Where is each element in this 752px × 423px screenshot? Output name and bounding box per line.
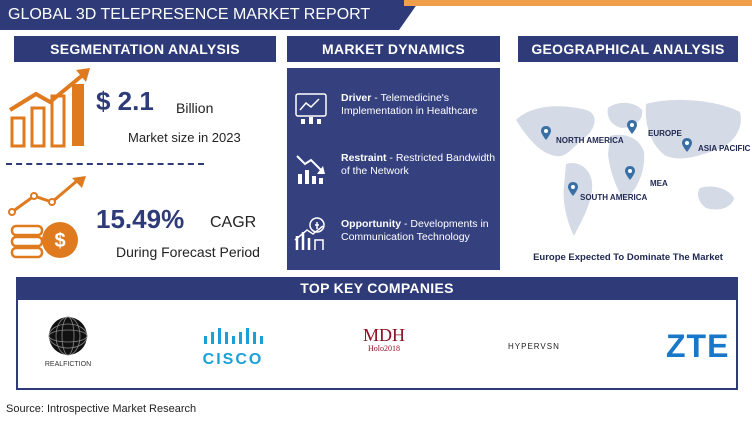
cagr-value: 15.49% — [96, 204, 185, 234]
opportunity-text: - Developments in Communication Technolo… — [341, 218, 489, 243]
cisco-bars-icon — [204, 328, 263, 344]
cagr-label: During Forecast Period — [116, 244, 260, 260]
south-america-pin-icon — [568, 182, 578, 196]
zte-logo: ZTE — [666, 328, 730, 364]
mea-pin-icon — [625, 166, 635, 180]
geography-footer: Europe Expected To Dominate The Market — [533, 252, 723, 263]
cagr-unit: CAGR — [210, 214, 257, 231]
south-america-label: SOUTH AMERICA — [580, 193, 648, 202]
market-size-label: Market size in 2023 — [128, 130, 241, 145]
report-title: GLOBAL 3D TELEPRESENCE MARKET REPORT — [0, 0, 420, 30]
declining-chart-icon — [296, 155, 325, 184]
asia-pacific-pin-icon — [682, 138, 692, 152]
restraint-text: - Restricted Bandwidth of the Network — [341, 152, 496, 177]
market-size-unit: Billion — [176, 100, 214, 116]
driver-title: Driver — [341, 92, 372, 104]
europe-pin-icon — [627, 120, 637, 134]
mdh-name: MDH — [362, 325, 405, 345]
hypervsn-logo: HYPERVSN — [508, 342, 560, 351]
realfiction-sphere-icon — [48, 316, 88, 356]
segmentation-analysis-heading: SEGMENTATION ANALYSIS — [14, 36, 276, 62]
growth-bar-chart-icon — [8, 68, 90, 148]
asia-pacific-label: ASIA PACIFIC — [698, 144, 751, 153]
driver-item: Driver - Telemedicine's Implementation i… — [287, 86, 500, 136]
chart-screen-icon — [295, 93, 327, 124]
segment-divider — [6, 163, 204, 165]
top-key-companies-heading: TOP KEY COMPANIES — [16, 277, 738, 299]
mdh-logo: MDH Holo2018 — [358, 326, 410, 353]
market-dynamics-panel: Driver - Telemedicine's Implementation i… — [287, 68, 500, 270]
cisco-name: CISCO — [202, 351, 264, 368]
svg-text:$: $ — [54, 230, 65, 252]
europe-label: EUROPE — [648, 129, 682, 138]
source-note: Source: Introspective Market Research — [6, 403, 197, 415]
opportunity-title: Opportunity — [341, 218, 402, 230]
geographical-analysis-heading: GEOGRAPHICAL ANALYSIS — [518, 36, 738, 62]
opportunity-item: Opportunity - Developments in Communicat… — [287, 212, 500, 262]
mdh-sub: Holo2018 — [368, 344, 400, 353]
driver-text: - Telemedicine's Implementation in Healt… — [341, 92, 478, 117]
restraint-item: Restraint - Restricted Bandwidth of the … — [287, 146, 500, 196]
title-accent-stripe — [404, 0, 752, 6]
mea-label: MEA — [650, 179, 668, 188]
north-america-label: NORTH AMERICA — [556, 136, 624, 145]
realfiction-logo: REALFICTION — [40, 316, 96, 368]
market-dynamics-heading: MARKET DYNAMICS — [287, 36, 500, 62]
restraint-title: Restraint — [341, 152, 387, 164]
coin-growth-icon: $ — [8, 176, 86, 259]
realfiction-name: REALFICTION — [44, 361, 92, 368]
market-size-value: $ 2.1 — [96, 86, 154, 116]
growth-bulb-icon — [294, 217, 325, 250]
companies-panel: REALFICTION CISCO MDH Holo2018 HYPERVSN … — [16, 298, 738, 390]
cisco-logo: CISCO — [198, 328, 268, 369]
north-america-pin-icon — [541, 126, 551, 140]
